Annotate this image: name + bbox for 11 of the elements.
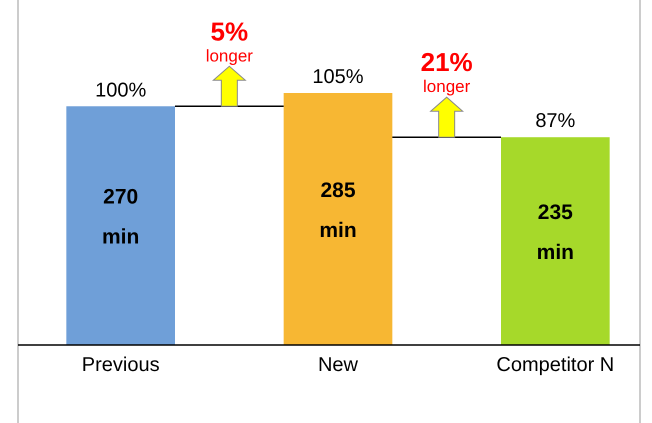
data-label: 285 min [319, 179, 357, 242]
annotation: 21% longer [420, 47, 473, 96]
annotation: 100% [95, 79, 146, 102]
annotation: 105% [312, 66, 364, 88]
text: 5% longer [206, 16, 254, 66]
data-label: 235 min [536, 201, 574, 264]
annotation: 87% [535, 110, 576, 132]
data-label: 270 min [102, 186, 140, 249]
x-tick-label: Previous [82, 354, 160, 376]
x-tick-label: Competitor N [496, 354, 614, 376]
x-tick-label: New [318, 354, 359, 376]
